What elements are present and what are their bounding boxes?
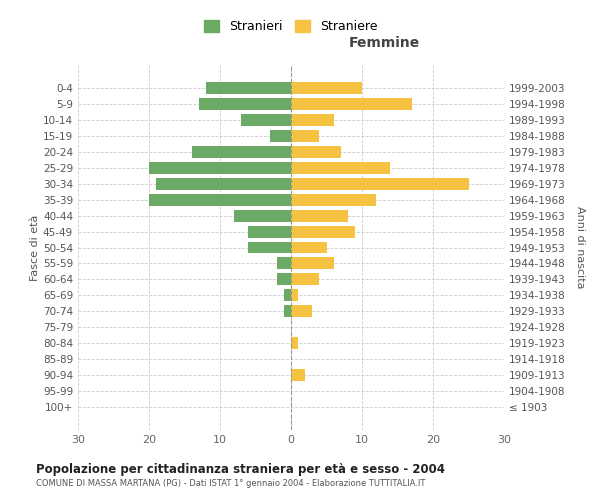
Bar [291,130,319,141]
Bar [291,146,341,158]
Bar [199,98,291,110]
Bar [277,274,291,285]
Bar [206,82,291,94]
Text: Femmine: Femmine [349,36,421,51]
Bar [270,130,291,141]
Legend: Stranieri, Straniere: Stranieri, Straniere [200,16,382,37]
Bar [291,306,313,318]
Bar [291,258,334,270]
Bar [191,146,291,158]
Text: Popolazione per cittadinanza straniera per età e sesso - 2004: Popolazione per cittadinanza straniera p… [36,462,445,475]
Bar [291,210,348,222]
Bar [291,162,391,173]
Bar [291,226,355,237]
Y-axis label: Fasce di età: Fasce di età [30,214,40,280]
Y-axis label: Anni di nascita: Anni di nascita [575,206,585,289]
Bar [291,114,334,126]
Bar [291,194,376,205]
Bar [149,162,291,173]
Bar [291,82,362,94]
Bar [248,242,291,254]
Bar [291,338,298,349]
Bar [291,242,326,254]
Bar [149,194,291,205]
Bar [284,290,291,302]
Bar [284,306,291,318]
Text: COMUNE DI MASSA MARTANA (PG) - Dati ISTAT 1° gennaio 2004 - Elaborazione TUTTITA: COMUNE DI MASSA MARTANA (PG) - Dati ISTA… [36,479,425,488]
Bar [277,258,291,270]
Bar [291,178,469,190]
Bar [291,98,412,110]
Bar [248,226,291,237]
Bar [241,114,291,126]
Bar [291,370,305,382]
Bar [291,274,319,285]
Bar [291,290,298,302]
Bar [234,210,291,222]
Bar [156,178,291,190]
